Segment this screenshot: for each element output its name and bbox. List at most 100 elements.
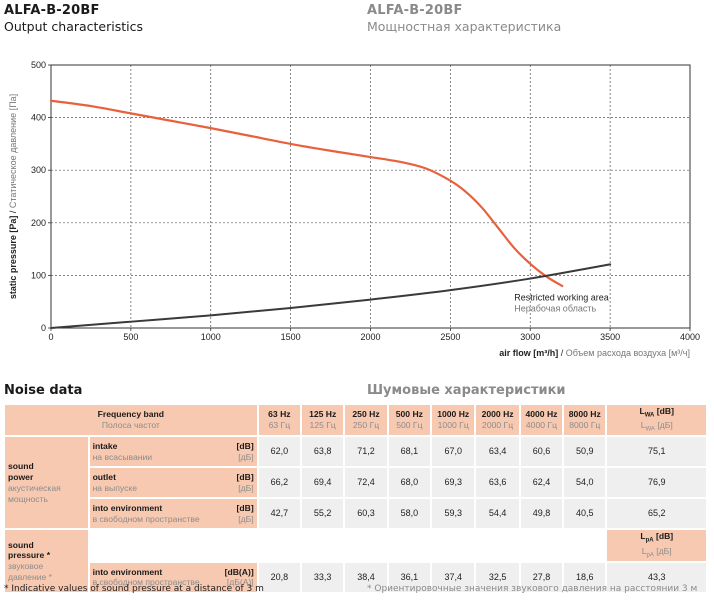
- table-cell: 18,6: [562, 560, 608, 594]
- total-cell: 43,3: [605, 560, 708, 594]
- y-axis-label: static pressure [Pa] / Статическое давле…: [8, 94, 18, 299]
- x-tick-label: 0: [48, 332, 53, 342]
- row-label: into environment [dB] в свободном простра…: [87, 497, 259, 531]
- sound-power-group: sound power акустическая мощность: [3, 435, 90, 531]
- table-row: sound power акустическая мощность intake…: [3, 435, 708, 531]
- total-cell: 65,2: [605, 497, 708, 531]
- table-cell: 63,4: [474, 435, 521, 469]
- band-header: 500 Hz 500 Гц: [386, 402, 433, 438]
- table-cell: 40,5: [562, 497, 608, 531]
- table-cell: 63,8: [300, 435, 346, 469]
- frequency-band-header: Frequency band Полоса частот: [3, 402, 259, 438]
- y-tick-label: 400: [31, 113, 46, 123]
- band-header: 63 Hz 63 Гц: [256, 402, 303, 438]
- footnote-en: * Indicative values of sound pressure at…: [4, 584, 264, 594]
- table-cell: 69,4: [300, 466, 346, 500]
- header-left: ALFA-B-20BF Output characteristics: [4, 3, 143, 34]
- table-cell: 59,3: [430, 497, 477, 531]
- table-cell: 38,4: [343, 560, 389, 594]
- band-header: 2000 Hz 2000 Гц: [474, 402, 521, 438]
- table-cell: 27,8: [518, 560, 565, 594]
- x-tick-label: 1000: [201, 332, 221, 342]
- table-cell: 63,6: [474, 466, 521, 500]
- noise-title-ru: Шумовые характеристики: [367, 383, 566, 398]
- annotation-ru: Нерабочая область: [514, 303, 596, 313]
- table-cell: 55,2: [300, 497, 346, 531]
- model-title-en: ALFA-B-20BF: [4, 3, 100, 18]
- x-tick-label: 2000: [360, 332, 380, 342]
- table-row: into environment [dB] в свободном простра…: [4, 497, 708, 531]
- noise-title-en: Noise data: [4, 383, 83, 398]
- performance-chart: 0 500 1000 1500 2000 2500 3000 3500 4000 0 100 200…: [8, 60, 700, 358]
- table-cell: 66,2: [256, 466, 303, 500]
- table-cell: 20,8: [256, 560, 303, 594]
- y-tick-labels: 0 100 200 300 400 500: [31, 60, 51, 333]
- x-tick-labels: 0 500 1000 1500 2000 2500 3000 3500 4000: [48, 328, 700, 342]
- band-header: 250 Hz 250 Гц: [343, 402, 389, 438]
- y-tick-label: 0: [41, 323, 46, 333]
- table-cell: 54,4: [474, 497, 521, 531]
- plot-frame: [50, 64, 691, 329]
- x-tick-label: 4000: [680, 332, 700, 342]
- annotation-en: Restricted working area: [514, 292, 609, 302]
- table-cell: 60,3: [343, 497, 389, 531]
- x-tick-label: 3500: [600, 332, 620, 342]
- table-cell: 33,3: [300, 560, 346, 594]
- noise-table: Frequency band Полоса частот 63 Hz 63 Гц …: [3, 402, 708, 594]
- table-cell: 32,5: [474, 560, 521, 594]
- model-title-ru: ALFA-B-20BF: [367, 3, 463, 18]
- table-cell: 71,2: [343, 435, 389, 469]
- spacer-cell: [87, 528, 608, 563]
- band-header: 4000 Hz 4000 Гц: [518, 402, 565, 438]
- table-cell: 42,7: [256, 497, 303, 531]
- table-cell: 49,8: [518, 497, 565, 531]
- x-tick-label: 2500: [440, 332, 460, 342]
- y-tick-label: 100: [31, 270, 46, 280]
- table-cell: 69,3: [430, 466, 477, 500]
- table-cell: 68,0: [386, 466, 433, 500]
- series-layer: [49, 99, 612, 329]
- header-right: ALFA-B-20BF Мощностная характеристика: [367, 3, 561, 34]
- header-row: Frequency band Полоса частот 63 Hz 63 Гц …: [3, 402, 708, 438]
- table-cell: 54,0: [562, 466, 608, 500]
- x-axis-label-en: air flow [m³/h]: [499, 348, 558, 358]
- x-tick-label: 3000: [520, 332, 540, 342]
- row-label: into environment [dB(A)] в свободном прос…: [87, 560, 259, 594]
- table-cell: 37,4: [430, 560, 477, 594]
- row-label: intake [dB] на всасывании [дБ]: [87, 435, 259, 469]
- table-row: sound pressure * звуковое давление * LpA…: [3, 528, 708, 594]
- table-row: outlet [dB] на выпуске [дБ] 66,2 69,4 72,4…: [4, 466, 708, 500]
- x-tick-label: 500: [123, 332, 138, 342]
- total-cell: 76,9: [605, 466, 708, 500]
- frequency-band-ru: Полоса частот: [101, 420, 160, 431]
- sound-pressure-group: sound pressure * звуковое давление *: [3, 528, 90, 594]
- system-curve-line: [50, 263, 612, 329]
- y-axis-label-en: static pressure [Pa]: [8, 216, 18, 300]
- table-cell: 68,1: [386, 435, 433, 469]
- chart-grid: [51, 65, 690, 328]
- lpa-header: LpA [dB] LpA [дБ]: [605, 528, 708, 563]
- band-header: 1000 Hz 1000 Гц: [430, 402, 477, 438]
- y-axis-label-ru: Статическое давление [Па]: [8, 94, 18, 208]
- x-axis-label-ru: Объем расхода воздуха [м³/ч]: [566, 348, 690, 358]
- total-cell: 75,1: [605, 435, 708, 469]
- table-cell: 60,6: [518, 435, 565, 469]
- table-cell: 67,0: [430, 435, 477, 469]
- footnote-ru: * Ориентировочные значения звукового дав…: [367, 584, 698, 594]
- y-tick-label: 200: [31, 218, 46, 228]
- table-cell: 58,0: [386, 497, 433, 531]
- subtitle-en: Output characteristics: [4, 19, 143, 34]
- x-tick-label: 1500: [281, 332, 301, 342]
- fan-curve-line: [49, 99, 564, 288]
- y-tick-label: 500: [31, 60, 46, 70]
- row-label: outlet [dB] на выпуске [дБ]: [87, 466, 259, 500]
- frequency-band-en: Frequency band: [97, 409, 165, 420]
- subtitle-ru: Мощностная характеристика: [367, 19, 562, 34]
- table-cell: 62,4: [518, 466, 565, 500]
- y-tick-label: 300: [31, 165, 46, 175]
- lwa-header: LWA [dB] LWA [дБ]: [605, 402, 708, 438]
- table-cell: 50,9: [562, 435, 608, 469]
- table-cell: 36,1: [386, 560, 433, 594]
- table-cell: 62,0: [256, 435, 303, 469]
- table-cell: 72,4: [343, 466, 389, 500]
